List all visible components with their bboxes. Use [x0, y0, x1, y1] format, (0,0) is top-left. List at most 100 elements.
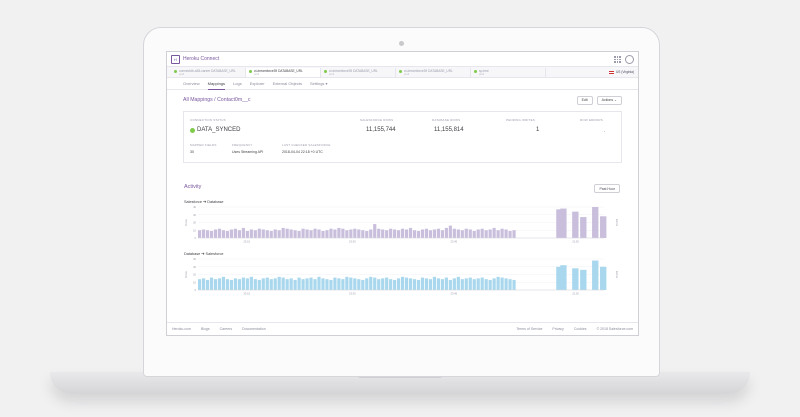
chart-bar [269, 231, 273, 238]
heroku-logo-icon[interactable]: H [171, 54, 180, 64]
chart-bar [221, 230, 226, 238]
footer-link[interactable]: © 2018 Salesforce.com [596, 327, 633, 331]
chart-bar [337, 227, 341, 238]
chart-bar [452, 278, 456, 290]
chart-bar [500, 228, 504, 238]
app-tab-sub: prod [179, 72, 185, 76]
app-tab[interactable]: ct-dreamforce39 DATABASE_URL prod [396, 67, 471, 77]
footer-link[interactable]: Heroku.com [172, 327, 191, 331]
chart-bar [464, 228, 468, 238]
chart-bar [512, 230, 516, 238]
chart-bar [257, 279, 261, 290]
x-tick-label: 21:30 [572, 240, 579, 244]
footer-link[interactable]: Blogs [200, 327, 210, 331]
chart-bar [341, 279, 345, 290]
camera [399, 41, 404, 46]
chart-bar [345, 276, 349, 290]
chart-bar [341, 228, 345, 238]
chart-bar [205, 230, 210, 238]
chart-bar [385, 230, 389, 238]
chart-bar [373, 277, 377, 290]
chart-bar [436, 278, 441, 290]
mapped-fields-label: MAPPED FIELDS [190, 143, 217, 147]
chart-bar [456, 229, 460, 238]
time-range-select[interactable]: Past Hour [594, 184, 620, 193]
chart-bar [428, 230, 433, 238]
actions-button[interactable]: Actions ⌄ [596, 95, 622, 105]
footer-link[interactable]: Documentation [242, 327, 266, 331]
chart-bar [448, 225, 452, 238]
x-tick-label: 23:45 [451, 240, 458, 244]
database-rows-label: DATABASE ROWS [432, 118, 461, 122]
chart-bar [269, 279, 273, 290]
nav-tab[interactable]: Overview [183, 81, 200, 86]
app-tab[interactable]: sp-test prod [471, 67, 546, 77]
status-dot-icon [249, 69, 252, 73]
nav-tab[interactable]: Mappings [207, 78, 226, 90]
chart-bar [365, 231, 369, 238]
x-tick-label: 23:15 [243, 292, 250, 296]
last-checked-value: 2018-04-04 22:18 +0 UTC [282, 150, 323, 154]
breadcrumb-all-mappings[interactable]: All Mappings [183, 97, 213, 103]
chart-bar [261, 278, 265, 290]
chart-bar [504, 229, 508, 238]
status-dot-icon [324, 69, 327, 73]
x-tick-label: 21:30 [572, 292, 579, 296]
chart-bar [468, 229, 472, 238]
chart-bar [432, 229, 437, 238]
row-errors-label: ROW ERRORS [580, 118, 603, 122]
chart-bar [484, 230, 488, 238]
app-title[interactable]: Heroku Connect [183, 56, 220, 62]
status-dot-icon [399, 69, 402, 73]
chart-bar [432, 276, 437, 290]
chart-bar [353, 278, 357, 290]
chart-bar [592, 260, 599, 290]
apps-grid-icon[interactable] [614, 56, 621, 63]
region-selector[interactable]: US (Virginia) [608, 70, 638, 74]
chart-bar [448, 279, 452, 290]
chart-bar [444, 277, 448, 290]
chart-bar [600, 216, 607, 238]
last-checked-label: LAST CHECKED SALESFORCE [282, 143, 331, 147]
chart-bar [408, 227, 413, 238]
app-screen: H Heroku Connect connectdb-a38-career DA… [166, 51, 639, 336]
app-tab[interactable]: ct-dreamforce39 DATABASE_URL prod [321, 67, 396, 77]
chart-bar [377, 228, 381, 238]
chart-bar [560, 208, 567, 238]
nav-tab[interactable]: Logs [233, 81, 242, 86]
app-tab[interactable]: connectdb-a38-career DATABASE_URL prod [171, 67, 246, 77]
footer-link[interactable]: Careers [219, 327, 233, 331]
chart-bar [209, 231, 214, 238]
footer-link[interactable]: Cookies [573, 327, 587, 331]
chart-bar [484, 279, 488, 290]
chart-bar [460, 279, 464, 290]
chart-bar [293, 279, 297, 290]
chart-bar [369, 229, 373, 238]
chart-bar [229, 279, 234, 290]
chart-bar [476, 229, 480, 238]
mapping-summary-card: CONNECTION STATUS DATA_SYNCED SALESFORCE… [183, 111, 622, 163]
nav-tab[interactable]: Explorer [249, 81, 265, 86]
chart-bar [325, 279, 329, 290]
chart-bar [245, 278, 249, 290]
chart-bar [500, 277, 504, 290]
avatar[interactable] [625, 54, 634, 64]
nav-tab[interactable]: Settings ▾ [309, 81, 328, 86]
footer-link[interactable]: Terms of Service [516, 327, 543, 331]
chart-bar [209, 277, 214, 290]
chart-bar [289, 229, 293, 238]
app-tab[interactable]: ct-dreamforce39 DATABASE_URL prod [246, 67, 321, 77]
edit-button[interactable]: Edit [576, 95, 593, 105]
chart-bar [285, 228, 289, 238]
chart-bar [329, 228, 333, 238]
chart-bar [456, 276, 460, 290]
footer-link[interactable]: Privacy [552, 327, 564, 331]
nav-tab[interactable]: External Objects [272, 81, 302, 86]
chart-bar [408, 278, 413, 290]
right-axis-label: Errors [615, 271, 619, 279]
chart-bar [237, 279, 241, 290]
region-label: US (Virginia) [615, 70, 634, 74]
pending-writes-value: 1 [536, 127, 540, 133]
chart-bar [381, 278, 385, 290]
chart-bar [333, 229, 337, 238]
